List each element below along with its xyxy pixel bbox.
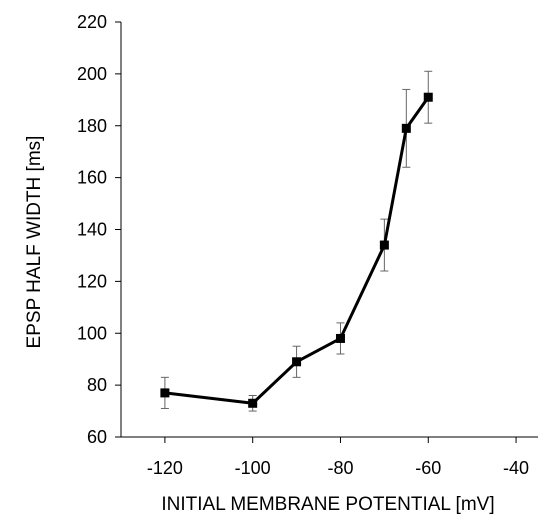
axes [120, 22, 538, 438]
data-markers [160, 92, 433, 408]
x-tick-label: -40 [503, 458, 529, 478]
data-point [292, 357, 302, 367]
x-tick-label: -120 [147, 458, 183, 478]
y-tick-label: 220 [77, 12, 107, 32]
ticks: 60 80 100 120 140 160 180 200 220 -120 -100 -80 -60 -… [77, 12, 529, 478]
y-tick-label: 100 [77, 323, 107, 343]
y-axis-label: EPSP HALF WIDTH [ms] [24, 136, 45, 349]
x-tick-label: -60 [415, 458, 441, 478]
x-tick-label: -100 [235, 458, 271, 478]
data-point [335, 333, 345, 343]
data-point [379, 240, 389, 250]
y-tick-label: 160 [77, 168, 107, 188]
y-tick-label: 60 [87, 427, 107, 447]
y-tick-label: 180 [77, 116, 107, 136]
data-point [401, 123, 411, 133]
y-tick-label: 120 [77, 271, 107, 291]
x-axis-label: INITIAL MEMBRANE POTENTIAL [mV] [161, 494, 494, 515]
data-point [248, 398, 258, 408]
data-point [423, 92, 433, 102]
y-tick-label: 200 [77, 64, 107, 84]
y-tick-label: 140 [77, 220, 107, 240]
y-tick-label: 80 [87, 375, 107, 395]
data-point [160, 388, 170, 398]
x-tick-label: -80 [327, 458, 353, 478]
